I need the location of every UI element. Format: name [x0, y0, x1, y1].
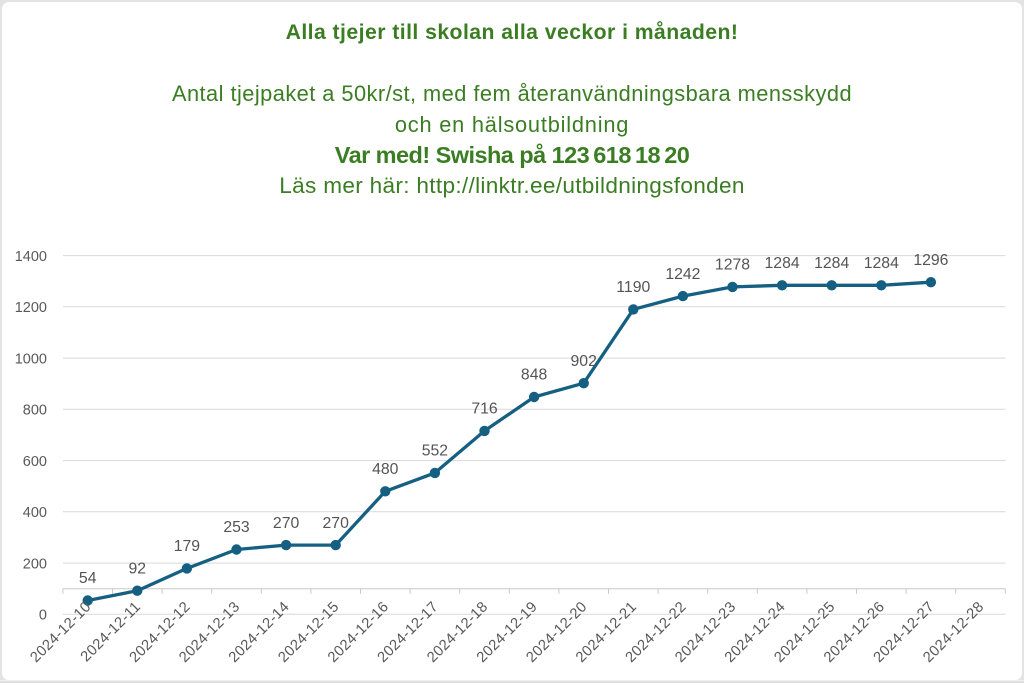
svg-text:270: 270 [273, 515, 300, 532]
svg-text:716: 716 [471, 401, 498, 418]
svg-text:1284: 1284 [864, 255, 899, 272]
svg-text:1400: 1400 [15, 249, 47, 265]
svg-text:400: 400 [23, 505, 47, 521]
svg-text:1284: 1284 [814, 255, 849, 272]
svg-text:1200: 1200 [15, 300, 47, 316]
svg-text:1242: 1242 [665, 266, 700, 283]
svg-text:902: 902 [571, 353, 597, 370]
svg-text:552: 552 [422, 443, 448, 460]
svg-text:1284: 1284 [765, 255, 800, 272]
svg-text:480: 480 [372, 461, 399, 478]
svg-text:270: 270 [323, 515, 350, 532]
svg-text:848: 848 [521, 367, 548, 384]
svg-text:54: 54 [79, 570, 97, 587]
svg-text:600: 600 [23, 454, 47, 470]
svg-text:800: 800 [23, 403, 47, 419]
svg-text:1190: 1190 [616, 279, 650, 296]
svg-text:253: 253 [223, 519, 250, 536]
svg-text:1296: 1296 [913, 252, 948, 269]
svg-text:200: 200 [23, 556, 47, 572]
svg-text:1000: 1000 [15, 351, 47, 367]
svg-text:0: 0 [39, 608, 47, 624]
svg-text:1278: 1278 [715, 257, 750, 274]
svg-text:179: 179 [174, 538, 201, 555]
svg-text:92: 92 [129, 560, 147, 577]
